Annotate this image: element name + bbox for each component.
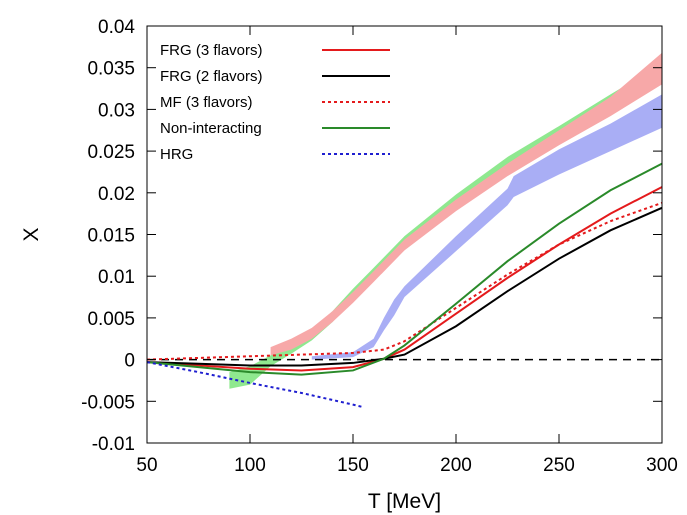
x-tick-label: 300 [646,455,678,476]
y-tick-label: 0 [124,351,135,372]
series-line-non-interacting [146,162,663,376]
y-tick-label: 0.03 [98,100,135,121]
x-tick-label: 150 [337,455,369,476]
y-tick-label: -0.01 [92,434,135,455]
legend-label: Non-interacting [160,120,262,137]
series-line-hrg [146,361,364,409]
plot-frame [146,25,663,444]
y-tick-label: 0.015 [87,226,135,247]
x-tick-label: 250 [543,455,575,476]
error-band-2 [311,94,662,360]
y-tick-label: -0.005 [81,392,135,413]
y-tick-label: 0.02 [98,184,135,205]
y-tick-label: 0.04 [98,17,135,38]
y-tick-label: 0.025 [87,142,135,163]
series-line-frg-2-flavors [146,206,663,367]
series-line-frg-3-flavors [146,186,663,372]
y-tick-label: 0.01 [98,267,135,288]
y-tick-label: 0.035 [87,59,135,80]
legend-label: FRG (2 flavors) [160,68,263,85]
x-tick-label: 200 [440,455,472,476]
series-line-mf-3-flavors [146,201,663,361]
x-axis-title: T [MeV] [368,490,441,513]
x-tick-label: 100 [234,455,266,476]
legend-label: HRG [160,146,193,163]
error-band-1 [270,52,662,356]
legend-label: MF (3 flavors) [160,94,253,111]
y-axis-title: X [20,227,43,241]
legend-label: FRG (3 flavors) [160,42,263,59]
y-tick-label: 0.005 [87,309,135,330]
x-tick-label: 50 [136,455,157,476]
